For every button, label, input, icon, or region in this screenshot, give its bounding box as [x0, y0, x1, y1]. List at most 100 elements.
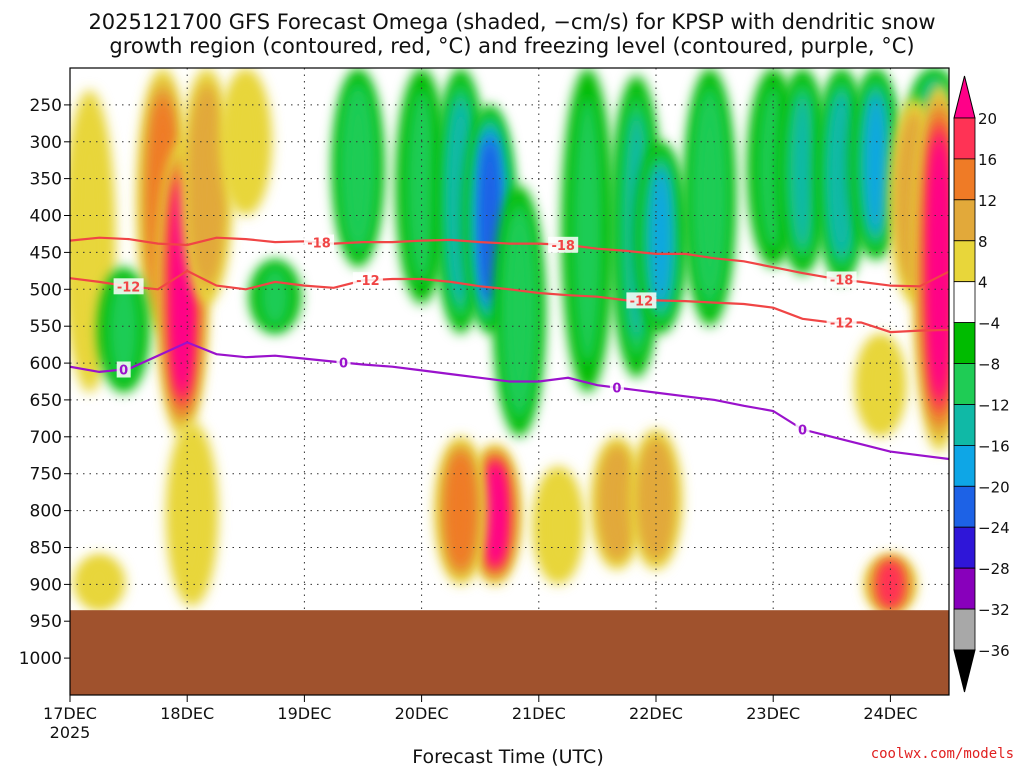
surface-ground-fill [70, 610, 949, 695]
x-tick-label-23DEC: 23DEC [746, 704, 800, 723]
contour-line-0 [70, 236, 949, 288]
contour-label-bg-1 [548, 236, 579, 253]
contour-label-bg-5 [626, 292, 657, 309]
x-tick-label-17DEC: 17DEC [43, 704, 97, 723]
colorbar-box-12 [953, 567, 976, 610]
contour-label-0: -18 [307, 237, 331, 252]
y-tick-label-450: 450 [30, 243, 62, 263]
colorbar-box-4 [953, 240, 976, 283]
omega-plume-11-level-2 [507, 217, 531, 406]
gridlines [70, 68, 949, 695]
contour-label-bg-3 [113, 278, 144, 295]
plot-frame [69, 67, 950, 696]
y-tick-label-350: 350 [30, 170, 62, 190]
contour-label-bg-4 [352, 272, 383, 289]
colorbar-box-1 [953, 117, 976, 160]
contour-label-2: -18 [830, 274, 854, 289]
omega-plume-26-level-2 [644, 446, 668, 553]
contour-labels: -18 -18 -18 -12 -12 -12 -12 0 0 0 0 [113, 234, 857, 438]
y-tick-label-500: 500 [30, 280, 62, 300]
colorbar-label-2: 12 [978, 192, 997, 210]
omega-plume-27-level-1 [542, 476, 575, 575]
x-tick-label-20DEC: 20DEC [395, 704, 449, 723]
y-tick-label-1000: 1000 [19, 649, 62, 669]
colorbar-label-0: 20 [978, 110, 997, 128]
contour-label-9: 0 [612, 382, 621, 397]
omega-plume-10-level-5 [483, 143, 497, 295]
chart-title-line-2: growth region (contoured, red, °C) and f… [109, 34, 915, 58]
colorbar-label-8: −16 [978, 437, 1010, 455]
y-tick-label-650: 650 [30, 391, 62, 411]
colorbar-box-7 [953, 363, 976, 405]
y-axis-pressure: 250 300 350 400 450 500 550 600 650 700 750 800 850 9… [19, 96, 70, 669]
colorbar-box-11 [953, 526, 976, 569]
x-tick-label-18DEC: 18DEC [160, 704, 214, 723]
omega-plume-23-level-5 [488, 468, 502, 561]
contour-label-4: -12 [356, 274, 380, 289]
colorbar-label-1: 16 [978, 151, 997, 169]
colorbar-box-3 [953, 199, 976, 242]
y-tick-label-750: 750 [30, 465, 62, 485]
y-tick-label-950: 950 [30, 612, 62, 632]
colorbar-box-13 [953, 608, 976, 651]
colorbar-bottom-arrow [953, 649, 976, 693]
contour-label-bg-9 [609, 379, 624, 396]
contour-label-bg-8 [336, 354, 351, 371]
colorbar-box-6 [953, 322, 976, 364]
watermark: coolwx.com/models [870, 746, 1014, 762]
omega-plume-22-level-5 [932, 145, 946, 389]
x-tick-label-21DEC: 21DEC [512, 704, 566, 723]
colorbar-box-8 [953, 404, 976, 446]
colorbar-label-4: 4 [978, 274, 988, 292]
omega-plume-25-level-2 [605, 453, 629, 553]
omega-plume-28-level-1 [864, 342, 897, 428]
omega-plume-31-level-1 [83, 559, 116, 606]
omega-plume-5-level-1 [107, 278, 140, 382]
surface-ground-layer [70, 610, 949, 695]
colorbar-label-5: −4 [978, 315, 1000, 333]
contour-label-7: 0 [119, 364, 128, 379]
y-tick-label-850: 850 [30, 539, 62, 559]
colorbar-label-13: −36 [978, 642, 1010, 660]
contour-label-bg-2 [826, 271, 857, 288]
contour-label-8: 0 [339, 357, 348, 372]
colorbar-label-11: −28 [978, 560, 1010, 578]
omega-plume-7-level-2 [346, 92, 370, 243]
x-axis-time: 17DEC 18DEC 19DEC 20DEC 21DEC 22DEC 23DEC 24DEC… [43, 695, 917, 742]
y-tick-label-550: 550 [30, 317, 62, 337]
x-axis-label: Forecast Time (UTC) [412, 746, 603, 768]
colorbar-box-2 [953, 158, 976, 201]
colorbar-box-9 [953, 444, 976, 487]
omega-plume-17-level-2 [790, 93, 815, 249]
colorbar-label-9: −20 [978, 478, 1010, 496]
omega-plume-14-level-3 [651, 169, 670, 306]
colorbar-label-3: 8 [978, 233, 988, 251]
colorbar-label-12: −32 [978, 601, 1010, 619]
y-tick-label-400: 400 [30, 207, 62, 227]
y-tick-label-250: 250 [30, 96, 62, 116]
omega-plume-30-level-1 [176, 438, 209, 591]
contour-label-bg-7 [116, 361, 131, 378]
contour-label-5: -12 [630, 294, 654, 309]
x-tick-label-19DEC: 19DEC [277, 704, 331, 723]
omega-plume-18-level-3 [832, 99, 851, 251]
contour-label-bg-6 [826, 314, 857, 331]
omega-shading-field [70, 68, 949, 614]
y-tick-label-600: 600 [30, 354, 62, 374]
contour-label-10: 0 [798, 423, 807, 438]
x-tick-label-22DEC: 22DEC [629, 704, 683, 723]
contour-label-3: -12 [117, 280, 141, 295]
contour-label-bg-0 [304, 234, 334, 251]
omega-plume-15-level-2 [698, 100, 722, 294]
x-tick-label-24DEC: 24DEC [863, 704, 917, 723]
colorbar-label-10: −24 [978, 519, 1010, 537]
omega-plume-19-level-3 [866, 96, 885, 232]
colorbar-label-7: −12 [978, 397, 1010, 415]
contour-line-1 [70, 269, 949, 334]
chart-title-line-1: 2025121700 GFS Forecast Omega (shaded, −… [88, 10, 936, 34]
contour-label-6: -12 [830, 317, 854, 332]
y-tick-label-900: 900 [30, 575, 62, 595]
omega-plume-3-level-2 [195, 97, 219, 275]
y-tick-label-800: 800 [30, 502, 62, 522]
